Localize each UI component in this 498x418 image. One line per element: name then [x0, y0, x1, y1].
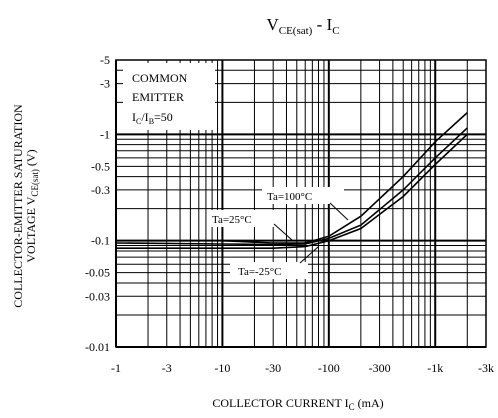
y-axis-label-line1: COLLECTOR-EMITTER SATURATION — [11, 104, 25, 308]
x-tick-label: -100 — [318, 361, 340, 375]
condition-box: COMMON EMITTER IC/IB=50 — [123, 63, 215, 130]
x-tick-label: -300 — [369, 361, 391, 375]
condition-line-1: COMMON — [132, 71, 188, 85]
y-tick-label: -0.3 — [91, 183, 110, 197]
series-labels: Ta=100°C Ta=25°C Ta=-25°C — [208, 187, 349, 279]
series-label-ta-25: Ta=-25°C — [238, 266, 281, 278]
x-axis-label: COLLECTOR CURRENT IC (mA) — [212, 396, 383, 412]
x-tick-label: -1k — [427, 361, 443, 375]
y-tick-label: -0.03 — [85, 289, 110, 303]
y-tick-label: -0.1 — [91, 234, 110, 248]
x-tick-label: -30 — [265, 361, 281, 375]
y-tick-label: -0.5 — [91, 159, 110, 173]
y-tick-label: -3 — [100, 77, 110, 91]
series-leader-ta25 — [273, 223, 293, 241]
y-tick-label: -5 — [100, 53, 110, 67]
series-label-ta25: Ta=25°C — [212, 214, 252, 226]
series-line-1 — [115, 127, 468, 246]
x-tick-label: -1 — [111, 361, 121, 375]
y-tick-label: -0.01 — [85, 340, 110, 354]
series-label-ta100: Ta=100°C — [267, 191, 312, 203]
y-tick-label: -0.05 — [85, 266, 110, 280]
condition-line-3: IC/IB=50 — [132, 110, 173, 126]
condition-line-2: EMITTER — [132, 90, 184, 104]
x-tick-label: -3k — [478, 361, 494, 375]
chart-title: VCE(sat) - IC — [266, 15, 339, 37]
chart-series — [115, 112, 468, 249]
plot-frame — [115, 59, 487, 348]
x-tick-label: -3 — [162, 361, 172, 375]
x-tick-label: -10 — [214, 361, 230, 375]
series-leader-ta-25 — [299, 246, 319, 264]
series-line-2 — [116, 133, 468, 249]
y-axis-label-line2: VOLTAGE VCE(sat) (V) — [24, 149, 40, 262]
series-leader-ta100 — [329, 202, 349, 221]
y-tick-label: -1 — [100, 127, 110, 141]
series-line-0 — [116, 112, 468, 244]
